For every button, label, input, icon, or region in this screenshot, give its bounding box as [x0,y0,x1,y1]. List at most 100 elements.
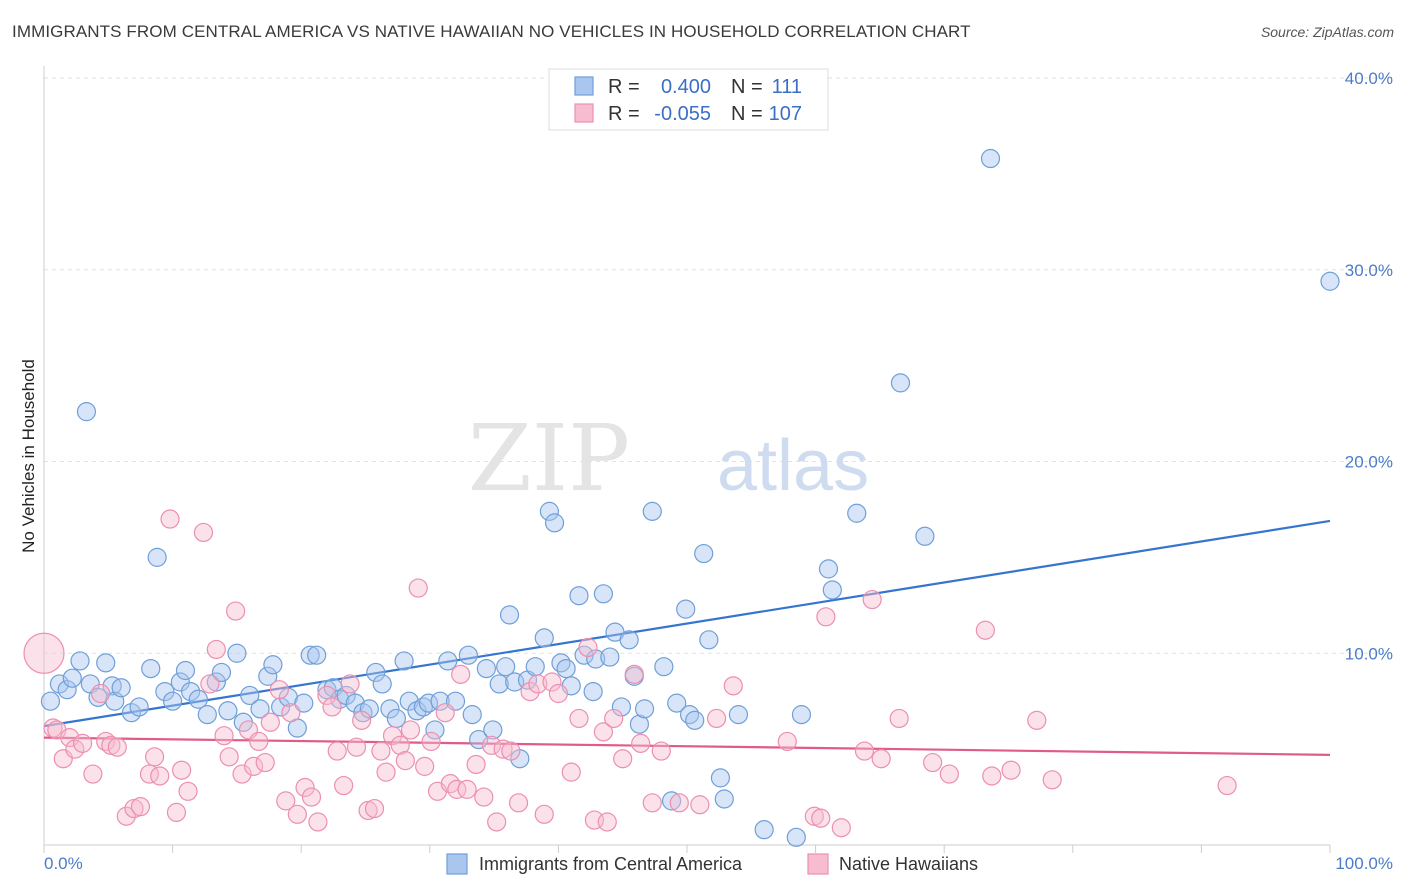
legend-r-label: R = [608,76,640,98]
point-central-america [818,559,839,579]
point-native-hawaiian [260,712,280,732]
point-central-america [197,705,217,725]
source-label: Source: ZipAtlas.com [1260,24,1394,40]
point-native-hawaiian [72,733,93,753]
point-central-america [121,703,142,723]
point-native-hawaiian [435,703,455,723]
point-native-hawaiian [457,779,477,799]
point-native-hawaiian [466,754,486,775]
point-native-hawaiian [150,766,170,786]
point-native-hawaiian [219,747,239,767]
point-native-hawaiian [144,747,165,767]
point-central-america [551,653,571,673]
point-native-hawaiian [214,726,234,746]
point-native-hawaiian [520,681,540,702]
point-native-hawaiian [376,762,396,782]
point-native-hawaiian [255,752,275,773]
trend-line-central-america [43,519,1331,728]
legend-n-value: 111 [772,76,802,98]
point-native-hawaiian [481,735,502,755]
point-central-america [476,658,496,679]
point-native-hawaiian [107,737,127,757]
bottom-legend-label: Native Hawaiians [839,854,978,874]
point-central-america [211,662,232,683]
point-central-america [96,653,116,673]
legend-n-label: N = [731,103,763,125]
point-native-hawaiian [501,741,521,761]
point-native-hawaiian [816,607,836,627]
y-tick-label: 40.0% [1345,69,1393,88]
point-native-hawaiian [322,697,342,717]
point-central-america [483,720,503,740]
point-central-america [359,699,379,719]
point-central-america [676,599,696,619]
point-central-america [710,768,731,788]
point-central-america [822,580,842,600]
point-central-america [394,651,414,671]
legend-n-label: N = [731,76,763,98]
point-native-hawaiian [578,637,598,658]
point-central-america [258,666,278,686]
point-native-hawaiian [269,680,289,700]
point-central-america [300,645,320,665]
point-native-hawaiian [508,793,529,813]
point-native-hawaiian [831,818,851,838]
point-native-hawaiian [287,804,307,824]
point-central-america [654,657,674,677]
point-central-america [399,691,419,711]
point-native-hawaiian [317,685,337,706]
point-native-hawaiian [301,787,322,807]
y-tick-label: 20.0% [1345,453,1393,472]
y-ticks: 10.0% 20.0% 30.0% 40.0% [1345,69,1393,663]
point-central-america [462,705,482,725]
y-tick-label: 30.0% [1345,261,1393,280]
point-native-hawaiian [23,632,65,674]
point-native-hawaiian [249,731,269,752]
point-central-america [345,693,365,713]
point-native-hawaiian [382,726,403,746]
point-central-america [586,649,606,669]
point-central-america [372,674,392,694]
point-central-america [40,691,61,711]
point-central-america [496,657,516,677]
point-central-america [489,674,509,694]
point-native-hawaiian [690,795,710,815]
point-central-america [569,586,589,606]
chart-title: IMMIGRANTS FROM CENTRAL AMERICA VS NATIV… [12,22,971,41]
point-central-america [699,630,719,650]
point-native-hawaiian [308,812,328,832]
legend-swatch [574,76,594,96]
x-tick-label: 0.0% [44,854,83,873]
point-central-america [890,373,911,393]
point-native-hawaiian [854,741,875,761]
point-native-hawaiian [65,739,85,759]
point-central-america [366,662,386,683]
point-central-america [667,693,687,713]
point-native-hawaiian [178,781,198,801]
point-native-hawaiian [415,756,435,776]
point-native-hawaiian [889,708,909,729]
point-central-america [181,681,201,702]
point-native-hawaiian [487,812,507,832]
point-central-america [619,630,639,650]
point-central-america [218,701,238,721]
point-native-hawaiian [206,639,226,660]
point-central-america [679,705,700,725]
point-native-hawaiian [923,752,943,773]
legend: R = 0.400 N = 111 R = -0.055 N = 107 [548,68,829,131]
point-native-hawaiian [400,720,421,740]
point-native-hawaiian [624,664,644,684]
point-native-hawaiian [561,762,581,782]
point-native-hawaiian [232,764,252,784]
bottom-legend-swatch [807,853,829,875]
point-central-america [57,680,77,700]
point-native-hawaiian [1217,775,1237,796]
point-native-hawaiian [642,793,662,813]
point-native-hawaiian [130,797,151,817]
point-central-america [980,148,1001,169]
point-native-hawaiian [451,664,471,684]
watermark-atlas: atlas [717,426,869,506]
point-native-hawaiian [281,703,301,723]
point-central-america [141,658,161,679]
x-tick-label: 100.0% [1335,854,1393,873]
